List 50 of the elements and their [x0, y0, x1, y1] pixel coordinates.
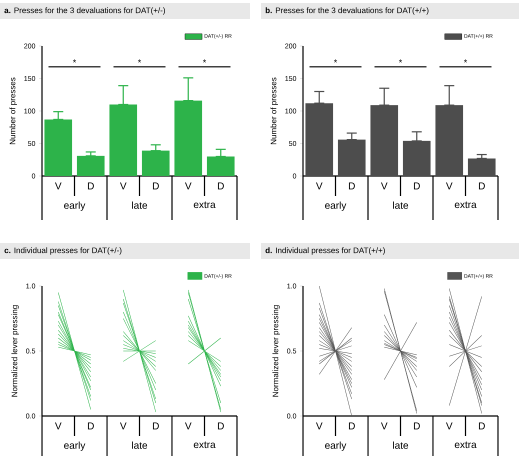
annotation: * [398, 59, 402, 63]
y-axis-title: Number of presses [270, 78, 278, 144]
y-axis-title: Number of presses [9, 78, 17, 144]
x-tick-label: D [348, 422, 355, 430]
x-tick-label: V [120, 182, 127, 190]
chart-title: a. Presses for the 3 devaluations for DAT(+/-) [4, 7, 166, 15]
x-tick-label: V [184, 422, 192, 430]
annotation: * [464, 59, 468, 63]
x-tick-label: D [152, 182, 159, 190]
chart-title: d. Individual presses for DAT(+/+) [266, 247, 385, 255]
annotation: * [72, 59, 76, 63]
text: early [325, 442, 346, 451]
x-tick-label: D [88, 422, 94, 430]
text: extra [454, 202, 477, 208]
text: extra [454, 442, 477, 448]
x-tick-label: V [184, 182, 192, 190]
x-tick-label: D [414, 422, 420, 430]
text: late [393, 442, 408, 449]
x-tick-label: D [478, 182, 485, 190]
y-axis-title: Normalized lever pressing [11, 305, 19, 397]
x-tick-label: V [446, 182, 453, 190]
text: early [325, 202, 346, 211]
x-tick-label: V [380, 182, 388, 190]
chart-title: c. Individual presses for DAT(+/-) [4, 247, 122, 255]
text: early [64, 202, 86, 211]
x-tick-label: D [88, 182, 94, 190]
text: late [132, 202, 148, 209]
x-tick-label: V [120, 422, 127, 430]
x-tick-label: D [218, 182, 224, 190]
x-tick-label: V [316, 182, 323, 190]
x-tick-label: D [152, 422, 159, 430]
text: late [393, 202, 408, 209]
text: late [132, 442, 148, 449]
x-tick-label: V [54, 422, 62, 430]
x-tick-label: V [380, 422, 388, 430]
x-tick-label: D [478, 422, 485, 430]
annotation: * [334, 59, 338, 63]
text: extra [194, 202, 216, 208]
text: early [64, 442, 86, 451]
chart-title: b. Presses for the 3 devaluations for DAT(+/+) [266, 7, 428, 15]
x-tick-label: V [54, 182, 62, 190]
annotation: * [202, 59, 206, 63]
y-axis-title: Normalized lever pressing [272, 305, 280, 397]
annotation: * [138, 59, 142, 63]
x-tick-label: V [316, 422, 323, 430]
x-tick-label: D [414, 182, 420, 190]
x-tick-label: D [348, 182, 355, 190]
x-tick-label: D [218, 422, 224, 430]
text: extra [194, 442, 216, 448]
x-tick-label: V [446, 422, 453, 430]
